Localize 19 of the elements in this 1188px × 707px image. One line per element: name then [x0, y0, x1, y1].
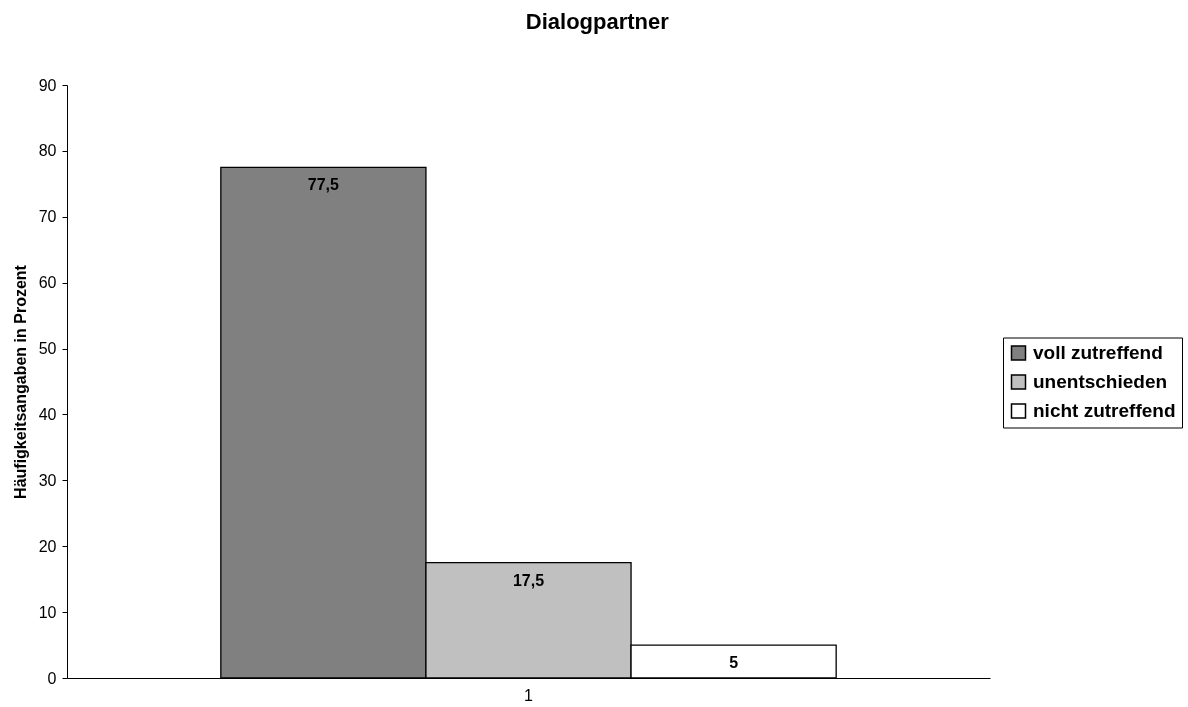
data-label: 17,5 [512, 571, 545, 589]
y-tick-label: 30 [38, 471, 57, 489]
legend-label: voll zutreffend [1033, 342, 1163, 363]
y-tick-label: 40 [38, 405, 57, 423]
y-axis-title: Häufigkeitsangaben in Prozent [11, 264, 29, 499]
y-tick-label: 80 [38, 142, 57, 160]
y-tick-label: 0 [47, 669, 57, 687]
x-tick-label: 1 [524, 686, 534, 704]
legend-label: unentschieden [1033, 371, 1168, 392]
y-tick-label: 10 [38, 603, 57, 621]
y-tick-label: 70 [38, 208, 57, 226]
legend-label: nicht zutreffend [1033, 400, 1176, 421]
y-tick-label: 20 [38, 537, 57, 555]
y-tick-label: 60 [38, 274, 57, 292]
y-tick-label: 90 [38, 76, 57, 94]
data-label: 77,5 [307, 176, 340, 194]
data-label: 5 [729, 654, 739, 672]
chart-title: Dialogpartner [525, 9, 670, 34]
y-tick-label: 50 [38, 340, 57, 358]
